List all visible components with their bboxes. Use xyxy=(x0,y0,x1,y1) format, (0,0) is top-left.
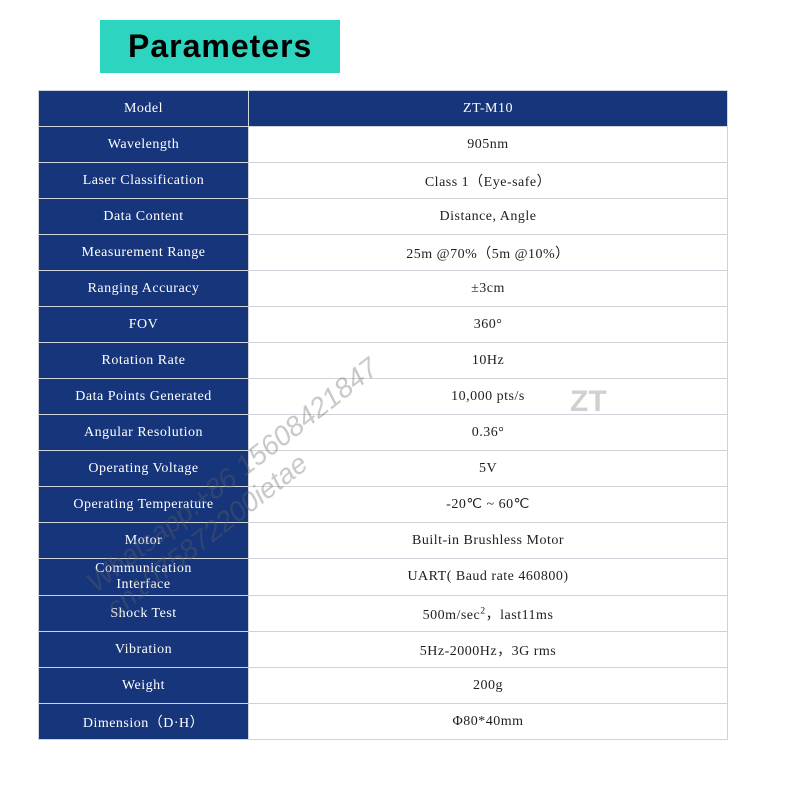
table-row: Angular Resolution0.36° xyxy=(39,415,728,451)
row-label: Ranging Accuracy xyxy=(39,271,249,307)
table-row: Dimension（D·H）Φ80*40mm xyxy=(39,704,728,740)
row-label: CommunicationInterface xyxy=(39,559,249,596)
table-row: Measurement Range25m @70%（5m @10%） xyxy=(39,235,728,271)
row-label: Model xyxy=(39,91,249,127)
row-value: 0.36° xyxy=(249,415,728,451)
row-value: ZT-M10 xyxy=(249,91,728,127)
row-label: Vibration xyxy=(39,632,249,668)
row-value: 25m @70%（5m @10%） xyxy=(249,235,728,271)
table-row: CommunicationInterfaceUART( Baud rate 46… xyxy=(39,559,728,596)
table-row: Laser ClassificationClass 1（Eye-safe） xyxy=(39,163,728,199)
row-label: Data Points Generated xyxy=(39,379,249,415)
row-label: Rotation Rate xyxy=(39,343,249,379)
row-label: Laser Classification xyxy=(39,163,249,199)
table-row: Operating Voltage5V xyxy=(39,451,728,487)
table-row: Ranging Accuracy±3cm xyxy=(39,271,728,307)
row-label: Wavelength xyxy=(39,127,249,163)
row-label: Angular Resolution xyxy=(39,415,249,451)
table-row: ModelZT-M10 xyxy=(39,91,728,127)
row-label: Measurement Range xyxy=(39,235,249,271)
row-value: ±3cm xyxy=(249,271,728,307)
row-label: Data Content xyxy=(39,199,249,235)
row-label: Operating Temperature xyxy=(39,487,249,523)
table-row: Data Points Generated10,000 pts/s xyxy=(39,379,728,415)
row-value: 200g xyxy=(249,668,728,704)
row-label: Dimension（D·H） xyxy=(39,704,249,740)
row-value: 10,000 pts/s xyxy=(249,379,728,415)
row-value: 500m/sec2，last11ms xyxy=(249,596,728,632)
row-value: 905nm xyxy=(249,127,728,163)
table-row: MotorBuilt-in Brushless Motor xyxy=(39,523,728,559)
row-value: 10Hz xyxy=(249,343,728,379)
row-value: UART( Baud rate 460800) xyxy=(249,559,728,596)
row-value: Distance, Angle xyxy=(249,199,728,235)
table-row: Weight200g xyxy=(39,668,728,704)
table-row: Rotation Rate10Hz xyxy=(39,343,728,379)
row-value: 360° xyxy=(249,307,728,343)
row-label: Operating Voltage xyxy=(39,451,249,487)
row-label: Weight xyxy=(39,668,249,704)
row-label: FOV xyxy=(39,307,249,343)
row-value: 5Hz-2000Hz，3G rms xyxy=(249,632,728,668)
table-row: Data ContentDistance, Angle xyxy=(39,199,728,235)
parameters-table: ModelZT-M10Wavelength905nmLaser Classifi… xyxy=(38,90,728,740)
table-row: Shock Test500m/sec2，last11ms xyxy=(39,596,728,632)
title-box: Parameters xyxy=(100,20,340,73)
row-value: Class 1（Eye-safe） xyxy=(249,163,728,199)
row-value: 5V xyxy=(249,451,728,487)
table-row: Operating Temperature-20℃ ~ 60℃ xyxy=(39,487,728,523)
row-label: Shock Test xyxy=(39,596,249,632)
table-row: FOV360° xyxy=(39,307,728,343)
row-value: Built-in Brushless Motor xyxy=(249,523,728,559)
page-title: Parameters xyxy=(128,28,312,64)
table-row: Wavelength905nm xyxy=(39,127,728,163)
table-row: Vibration5Hz-2000Hz，3G rms xyxy=(39,632,728,668)
row-value: -20℃ ~ 60℃ xyxy=(249,487,728,523)
parameters-table-wrap: ModelZT-M10Wavelength905nmLaser Classifi… xyxy=(38,90,728,740)
row-label: Motor xyxy=(39,523,249,559)
row-value: Φ80*40mm xyxy=(249,704,728,740)
